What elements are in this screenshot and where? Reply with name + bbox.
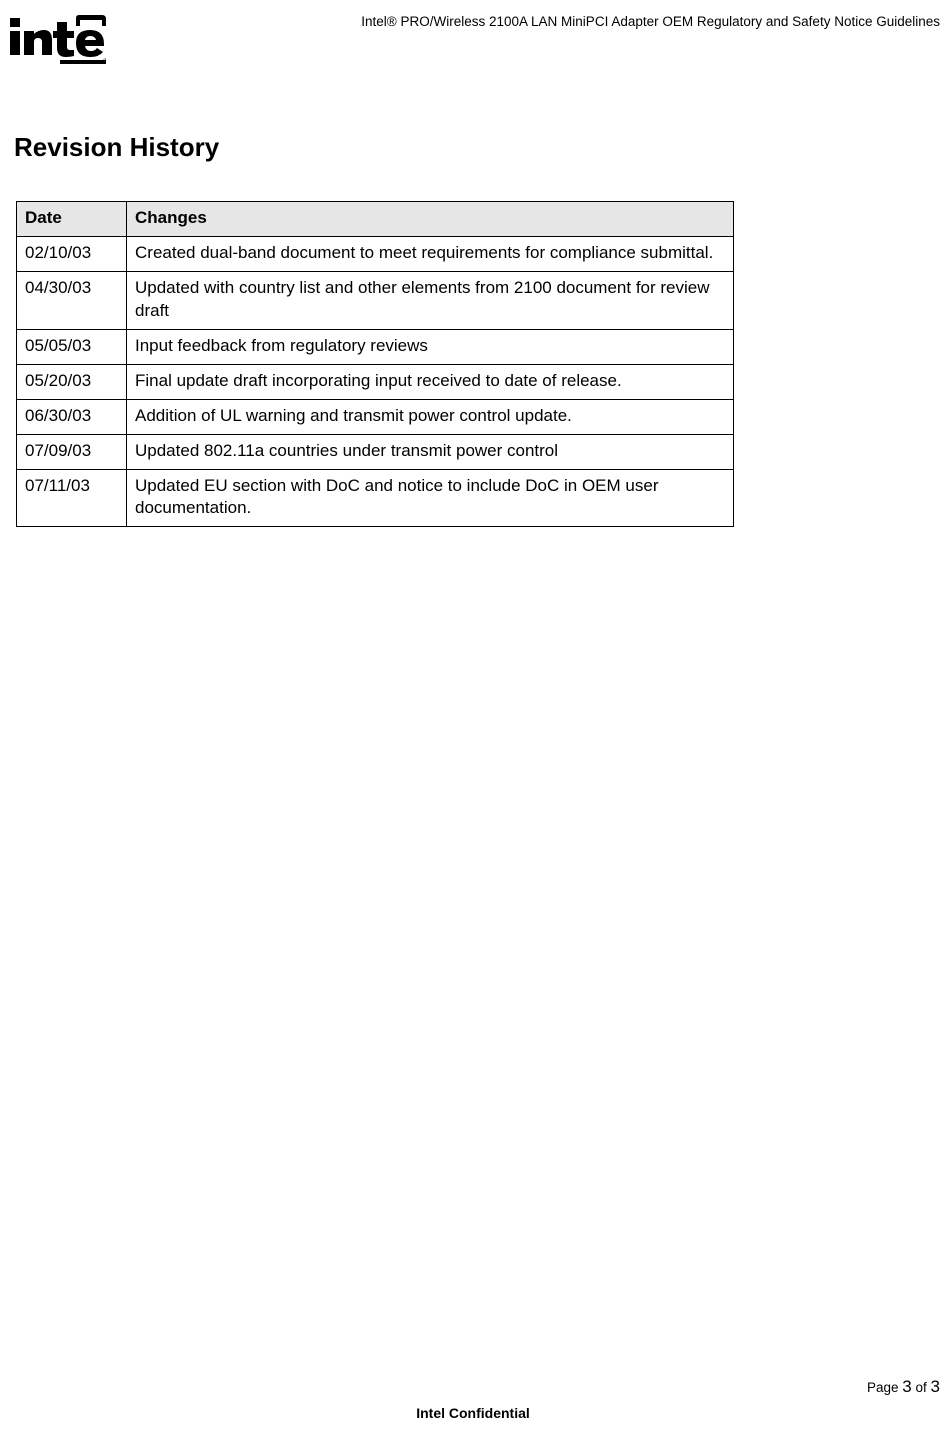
table-cell-date: 04/30/03 (17, 271, 127, 329)
table-row: 04/30/03 Updated with country list and o… (17, 271, 734, 329)
table-cell-date: 05/20/03 (17, 364, 127, 399)
table-header-changes: Changes (127, 202, 734, 237)
table-row: 06/30/03 Addition of UL warning and tran… (17, 399, 734, 434)
intel-logo: ® (0, 10, 106, 72)
table-header-row: Date Changes (17, 202, 734, 237)
confidential-label: Intel Confidential (0, 1405, 946, 1421)
table-row: 07/11/03 Updated EU section with DoC and… (17, 469, 734, 527)
page-content: Revision History Date Changes 02/10/03 C… (0, 72, 946, 527)
document-page: ® Intel® PRO/Wireless 2100A LAN MiniPCI … (0, 0, 946, 1439)
table-cell-date: 05/05/03 (17, 329, 127, 364)
table-cell-date: 07/11/03 (17, 469, 127, 527)
page-total: 3 (931, 1377, 940, 1396)
page-number: Page 3 of 3 (867, 1377, 940, 1397)
table-header-date: Date (17, 202, 127, 237)
revision-history-table: Date Changes 02/10/03 Created dual-band … (16, 201, 734, 527)
table-cell-changes: Updated 802.11a countries under transmit… (127, 434, 734, 469)
table-cell-changes: Input feedback from regulatory reviews (127, 329, 734, 364)
page-header: ® Intel® PRO/Wireless 2100A LAN MiniPCI … (0, 0, 946, 72)
table-row: 05/05/03 Input feedback from regulatory … (17, 329, 734, 364)
table-cell-changes: Updated EU section with DoC and notice t… (127, 469, 734, 527)
table-cell-date: 02/10/03 (17, 236, 127, 271)
document-title: Intel® PRO/Wireless 2100A LAN MiniPCI Ad… (361, 10, 946, 29)
section-title: Revision History (14, 132, 906, 163)
table-row: 07/09/03 Updated 802.11a countries under… (17, 434, 734, 469)
table-row: 05/20/03 Final update draft incorporatin… (17, 364, 734, 399)
table-cell-changes: Created dual-band document to meet requi… (127, 236, 734, 271)
svg-text:®: ® (103, 57, 106, 66)
table-cell-date: 06/30/03 (17, 399, 127, 434)
table-cell-changes: Updated with country list and other elem… (127, 271, 734, 329)
page-footer: Intel Confidential (0, 1405, 946, 1421)
table-row: 02/10/03 Created dual-band document to m… (17, 236, 734, 271)
table-cell-date: 07/09/03 (17, 434, 127, 469)
page-current: 3 (902, 1377, 911, 1396)
table-cell-changes: Addition of UL warning and transmit powe… (127, 399, 734, 434)
page-label-prefix: Page (867, 1380, 902, 1395)
table-cell-changes: Final update draft incorporating input r… (127, 364, 734, 399)
page-of: of (912, 1380, 931, 1395)
